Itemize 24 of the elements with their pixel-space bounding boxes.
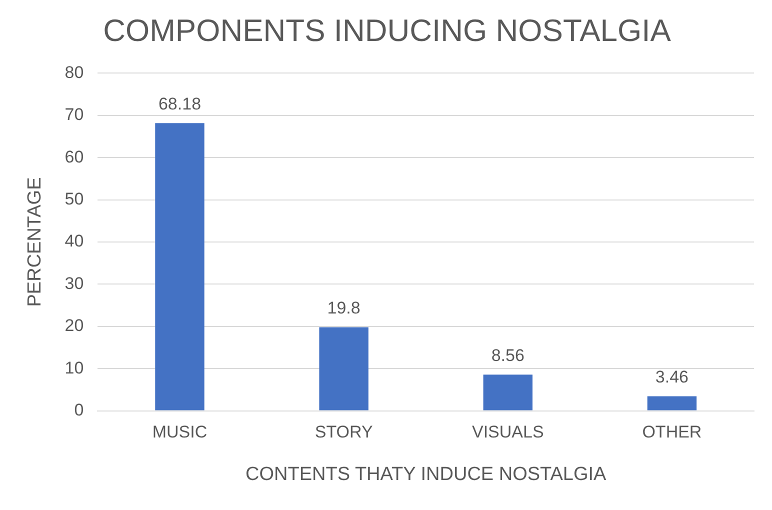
y-tick-label: 10: [64, 358, 84, 378]
y-tick-label: 50: [64, 189, 84, 208]
y-tick-label: 80: [64, 62, 84, 82]
y-tick-label: 60: [64, 147, 84, 166]
y-tick-label: 70: [64, 105, 84, 124]
x-tick-label: MUSIC: [152, 422, 208, 442]
chart-title: COMPONENTS INDUCING NOSTALGIA: [103, 13, 672, 48]
data-label: 3.46: [655, 367, 689, 386]
bar: [155, 123, 204, 410]
x-tick-label: VISUALS: [472, 422, 544, 442]
data-label: 19.8: [327, 298, 360, 318]
data-label: 68.18: [158, 94, 202, 114]
y-tick-label: 40: [64, 232, 84, 251]
data-label: 8.56: [491, 346, 524, 365]
x-axis-title: CONTENTS THATY INDUCE NOSTALGIA: [246, 464, 607, 485]
y-tick-label: 0: [74, 400, 84, 420]
x-tick-label: STORY: [314, 422, 373, 442]
x-tick-label: OTHER: [642, 422, 702, 442]
y-tick-label: 30: [64, 274, 84, 293]
bar: [483, 374, 532, 410]
y-axis-title: PERCENTAGE: [24, 177, 46, 307]
y-tick-label: 20: [64, 316, 84, 336]
bar: [647, 396, 697, 410]
bar: [319, 327, 368, 410]
